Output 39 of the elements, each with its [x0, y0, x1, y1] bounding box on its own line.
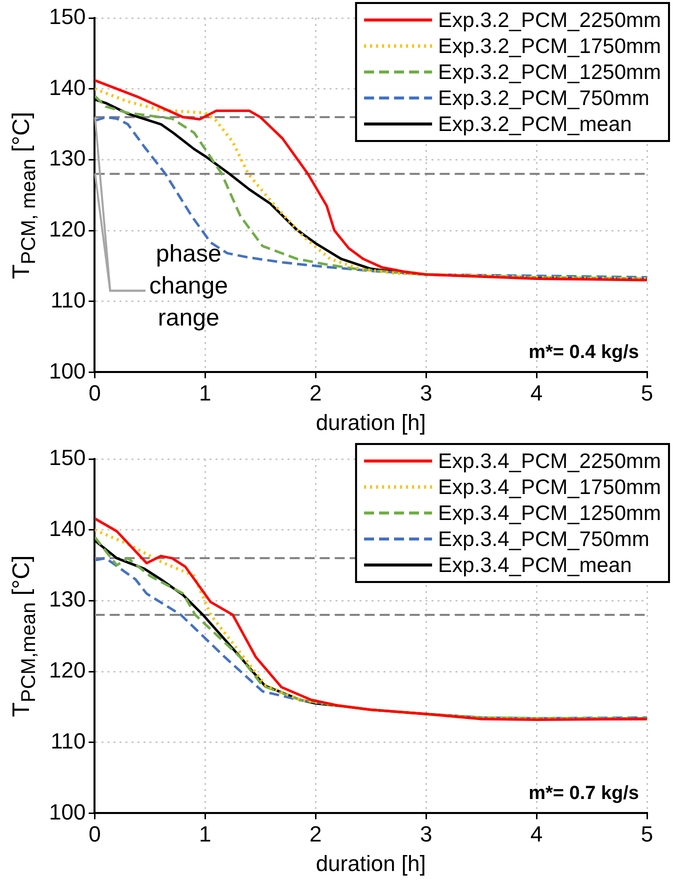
x-tick-label: 1: [199, 380, 212, 406]
x-tick-label: 1: [199, 821, 212, 846]
y-tick-label: 110: [50, 728, 86, 754]
annotation: m*= 0.4 kg/s: [528, 342, 639, 363]
legend-label: Exp.3.4_PCM_1250mm: [438, 502, 662, 525]
x-axis-title: duration [h]: [316, 410, 426, 435]
x-tick-label: 0: [88, 380, 101, 406]
y-tick-label: 100: [48, 799, 86, 824]
legend-label: Exp.3.4_PCM_750mm: [438, 528, 650, 551]
x-tick-label: 3: [420, 821, 432, 846]
legend-label: Exp.3.4_PCM_2250mm: [438, 450, 662, 473]
x-tick-label: 2: [310, 821, 322, 846]
legend-label: Exp.3.4_PCM_mean: [438, 554, 632, 577]
legend-label: Exp.3.4_PCM_1750mm: [438, 476, 662, 499]
y-tick-label: 150: [48, 4, 86, 30]
x-tick-label: 4: [530, 380, 543, 406]
legend-label: Exp.3.2_PCM_2250mm: [438, 8, 662, 32]
annotation: phase change range: [149, 240, 228, 332]
legend-label: Exp.3.2_PCM_1250mm: [438, 60, 662, 84]
x-tick-label: 0: [88, 821, 101, 846]
legend-label: Exp.3.2_PCM_1750mm: [438, 34, 662, 58]
annotation: m*= 0.7 kg/s: [528, 782, 639, 804]
y-tick-label: 140: [48, 516, 86, 541]
y-tick-label: 130: [48, 586, 86, 612]
x-axis-title: duration [h]: [316, 850, 426, 876]
x-tick-label: 5: [640, 821, 654, 846]
y-tick-label: 140: [48, 74, 86, 100]
legend-label: Exp.3.2_PCM_750mm: [438, 86, 650, 110]
legend-label: Exp.3.2_PCM_mean: [438, 112, 632, 136]
x-tick-label: 4: [530, 821, 543, 846]
x-tick-label: 5: [640, 380, 654, 406]
y-tick-label: 110: [50, 287, 86, 312]
y-tick-label: 150: [48, 445, 86, 470]
y-tick-label: 120: [48, 658, 86, 683]
y-tick-label: 100: [48, 358, 86, 384]
x-tick-label: 2: [310, 380, 322, 406]
y-tick-label: 130: [48, 146, 86, 171]
x-tick-label: 3: [420, 380, 432, 406]
y-tick-label: 120: [48, 216, 86, 242]
